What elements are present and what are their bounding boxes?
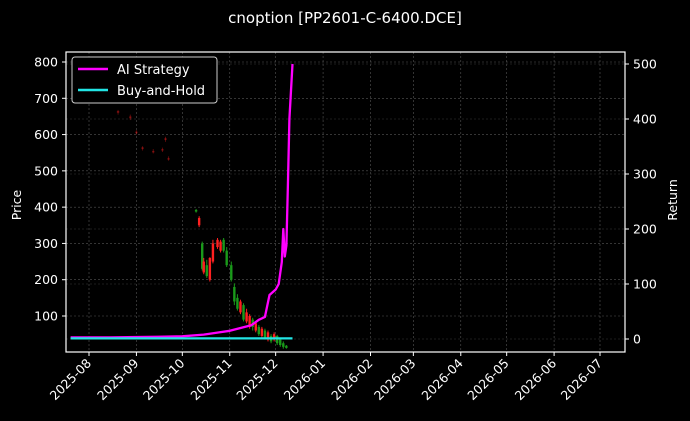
- plot-frame: [65, 51, 626, 353]
- y-right-tick-label: 400: [633, 112, 657, 127]
- candle-body: [254, 323, 257, 331]
- candle-body: [135, 131, 138, 134]
- candle-body: [161, 149, 164, 151]
- candle-body: [211, 243, 215, 262]
- candle-body: [194, 210, 198, 212]
- candle-body: [248, 316, 251, 327]
- candle-body: [202, 261, 205, 273]
- legend: AI Strategy Buy-and-Hold: [71, 56, 218, 104]
- chart-title: cnoption [PP2601-C-6400.DCE]: [228, 9, 462, 27]
- series-lines: [70, 63, 294, 340]
- y-right-tick-label: 300: [633, 167, 657, 182]
- candle-body: [116, 110, 120, 113]
- legend-ai-strategy-label: AI Strategy: [117, 63, 190, 78]
- y-right-tick-label: 0: [633, 332, 641, 347]
- candle-body: [230, 265, 233, 280]
- candle-body: [279, 339, 282, 346]
- y-left-tick-label: 200: [34, 272, 58, 287]
- candle-body: [222, 239, 225, 251]
- y-left-tick-label: 700: [34, 91, 58, 106]
- candle-body: [263, 330, 267, 338]
- y-right-tick-label: 200: [633, 222, 657, 237]
- ai-strategy-line: [70, 63, 294, 339]
- candle-body: [236, 297, 239, 309]
- y-left-tick-label: 500: [34, 163, 58, 178]
- y-axis-left-label: Price: [9, 189, 24, 220]
- legend-buy-and-hold-label: Buy-and-Hold: [117, 84, 205, 99]
- candle-body: [233, 286, 236, 302]
- candle-body: [219, 241, 222, 251]
- candle-body: [257, 326, 261, 335]
- y-left-tick-label: 600: [34, 127, 58, 142]
- candle-body: [208, 257, 212, 280]
- candle-body: [225, 250, 228, 266]
- candle-body: [197, 218, 201, 226]
- candle-body: [164, 138, 167, 141]
- y-left-tick-label: 100: [34, 309, 58, 324]
- y-left-tick-label: 400: [34, 200, 58, 215]
- y-axis-right-label: Return: [665, 179, 680, 220]
- y-right-tick-label: 100: [633, 277, 657, 292]
- y-left-tick-label: 800: [34, 55, 58, 70]
- y-axis-right: 0 100 200 300 400 500: [625, 57, 657, 347]
- y-right-tick-label: 500: [633, 57, 657, 72]
- candlesticks: [116, 109, 288, 349]
- candle-body: [141, 147, 144, 150]
- candle-body: [245, 312, 248, 322]
- candle-body: [239, 301, 242, 313]
- candle-body: [152, 150, 155, 153]
- candle-body: [216, 239, 219, 248]
- candle-body: [242, 305, 245, 320]
- candle-body: [201, 243, 204, 269]
- legend-box: [71, 56, 218, 104]
- candle-body: [205, 265, 209, 277]
- candle-body: [285, 345, 288, 348]
- candle-body: [167, 158, 170, 160]
- candle-body: [260, 328, 264, 336]
- y-left-tick-label: 300: [34, 236, 58, 251]
- y-axis-left: 100 200 300 400 500 600 700 800: [34, 55, 66, 324]
- candle-body: [272, 334, 276, 340]
- candle-body: [275, 335, 279, 344]
- candle-body: [129, 116, 132, 119]
- candle-body: [282, 343, 285, 347]
- candle-body: [266, 332, 270, 340]
